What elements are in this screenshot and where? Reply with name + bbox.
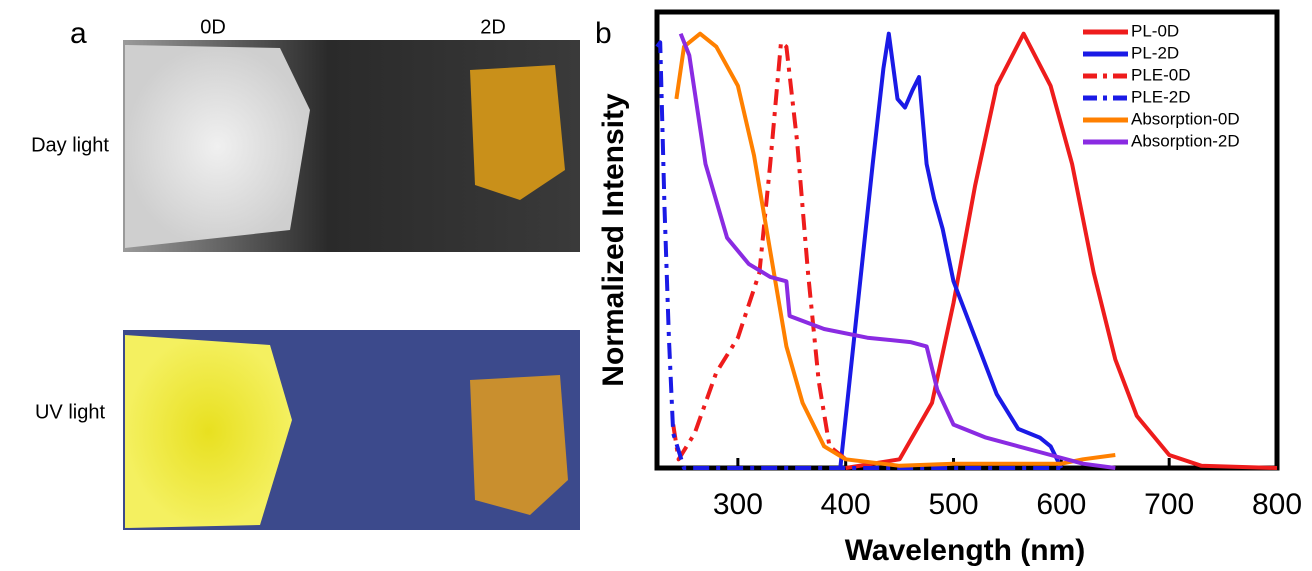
x-tick-label: 300 xyxy=(713,488,763,521)
series-line xyxy=(673,42,846,459)
y-axis-label: Normalized Intensity xyxy=(597,93,630,387)
panel-label: a xyxy=(70,17,87,50)
x-tick-label: 500 xyxy=(928,488,978,521)
legend-label: PLE-0D xyxy=(1131,65,1191,84)
column-label: 2D xyxy=(480,16,506,38)
figure: a 0D 2D Day light UV light b Wavelength … xyxy=(0,0,1312,571)
x-tick-label: 600 xyxy=(1036,488,1086,521)
panel-label: b xyxy=(595,17,612,50)
x-axis-label: Wavelength (nm) xyxy=(845,534,1086,567)
x-tick-label: 400 xyxy=(821,488,871,521)
x-tick-label: 800 xyxy=(1252,488,1302,521)
crystal-0d-uv xyxy=(125,335,292,528)
row-label: Day light xyxy=(31,134,109,156)
column-label: 0D xyxy=(200,16,226,38)
legend-label: PLE-2D xyxy=(1131,87,1191,106)
row-label: UV light xyxy=(35,401,105,423)
legend-label: PL-2D xyxy=(1131,43,1179,62)
legend-label: Absorption-2D xyxy=(1131,131,1240,150)
series-line xyxy=(840,34,1061,468)
x-tick-label: 700 xyxy=(1144,488,1194,521)
legend-label: PL-0D xyxy=(1131,21,1179,40)
legend-label: Absorption-0D xyxy=(1131,109,1240,128)
crystal-0d xyxy=(125,45,310,248)
